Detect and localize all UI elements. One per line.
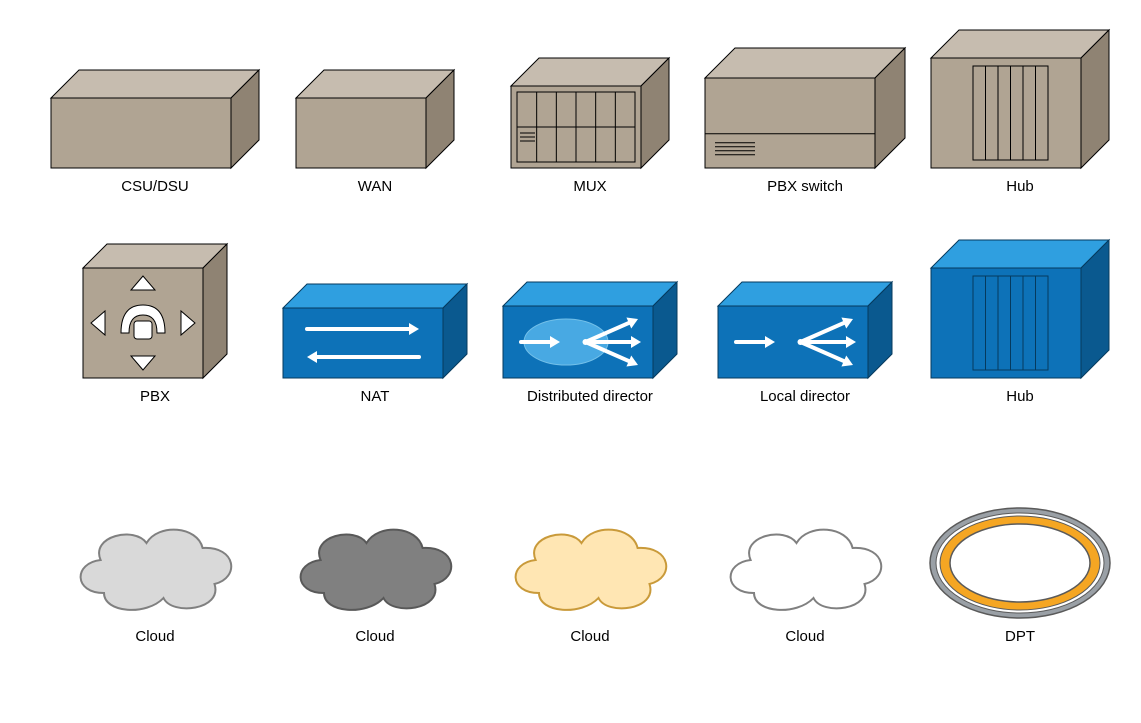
dpt-shape: DPT: [920, 506, 1120, 645]
cloud4-label: Cloud: [705, 628, 905, 645]
mux-icon: [490, 56, 690, 170]
cloud4-icon: [705, 516, 905, 620]
hub1-icon: [920, 28, 1120, 170]
ldir-shape: Local director: [705, 280, 905, 405]
wan-label: WAN: [275, 178, 475, 195]
cloud3-shape: Cloud: [490, 516, 690, 645]
mux-label: MUX: [490, 178, 690, 195]
cloud2-icon: [275, 516, 475, 620]
cloud1-label: Cloud: [55, 628, 255, 645]
cloud2-label: Cloud: [275, 628, 475, 645]
cloud4-shape: Cloud: [705, 516, 905, 645]
pbx-shape: PBX: [55, 242, 255, 405]
cloud2-shape: Cloud: [275, 516, 475, 645]
pbx_switch-icon: [703, 46, 907, 170]
hub2-icon: [920, 238, 1120, 380]
pbx_switch-label: PBX switch: [703, 178, 907, 195]
dpt-label: DPT: [920, 628, 1120, 645]
pbx-label: PBX: [55, 388, 255, 405]
ldir-icon: [705, 280, 905, 380]
dpt-icon: [920, 506, 1120, 620]
mux-shape: MUX: [490, 56, 690, 195]
ddir-shape: Distributed director: [490, 280, 690, 405]
nat-label: NAT: [275, 388, 475, 405]
cloud3-label: Cloud: [490, 628, 690, 645]
cloud1-shape: Cloud: [55, 516, 255, 645]
ddir-icon: [490, 280, 690, 380]
csu_dsu-icon: [49, 68, 261, 170]
network-stencil-sheet: CSU/DSU WAN MUX PBX switch Hub PBX NAT Distribu…: [0, 0, 1141, 723]
cloud3-icon: [490, 516, 690, 620]
nat-shape: NAT: [275, 282, 475, 405]
cloud1-icon: [55, 516, 255, 620]
hub1-shape: Hub: [920, 28, 1120, 195]
csu_dsu-shape: CSU/DSU: [49, 68, 261, 195]
hub1-label: Hub: [920, 178, 1120, 195]
nat-icon: [275, 282, 475, 380]
csu_dsu-label: CSU/DSU: [49, 178, 261, 195]
hub2-label: Hub: [920, 388, 1120, 405]
pbx-icon: [55, 242, 255, 380]
ddir-label: Distributed director: [490, 388, 690, 405]
ldir-label: Local director: [705, 388, 905, 405]
wan-shape: WAN: [275, 68, 475, 195]
pbx_switch-shape: PBX switch: [703, 46, 907, 195]
hub2-shape: Hub: [920, 238, 1120, 405]
wan-icon: [275, 68, 475, 170]
